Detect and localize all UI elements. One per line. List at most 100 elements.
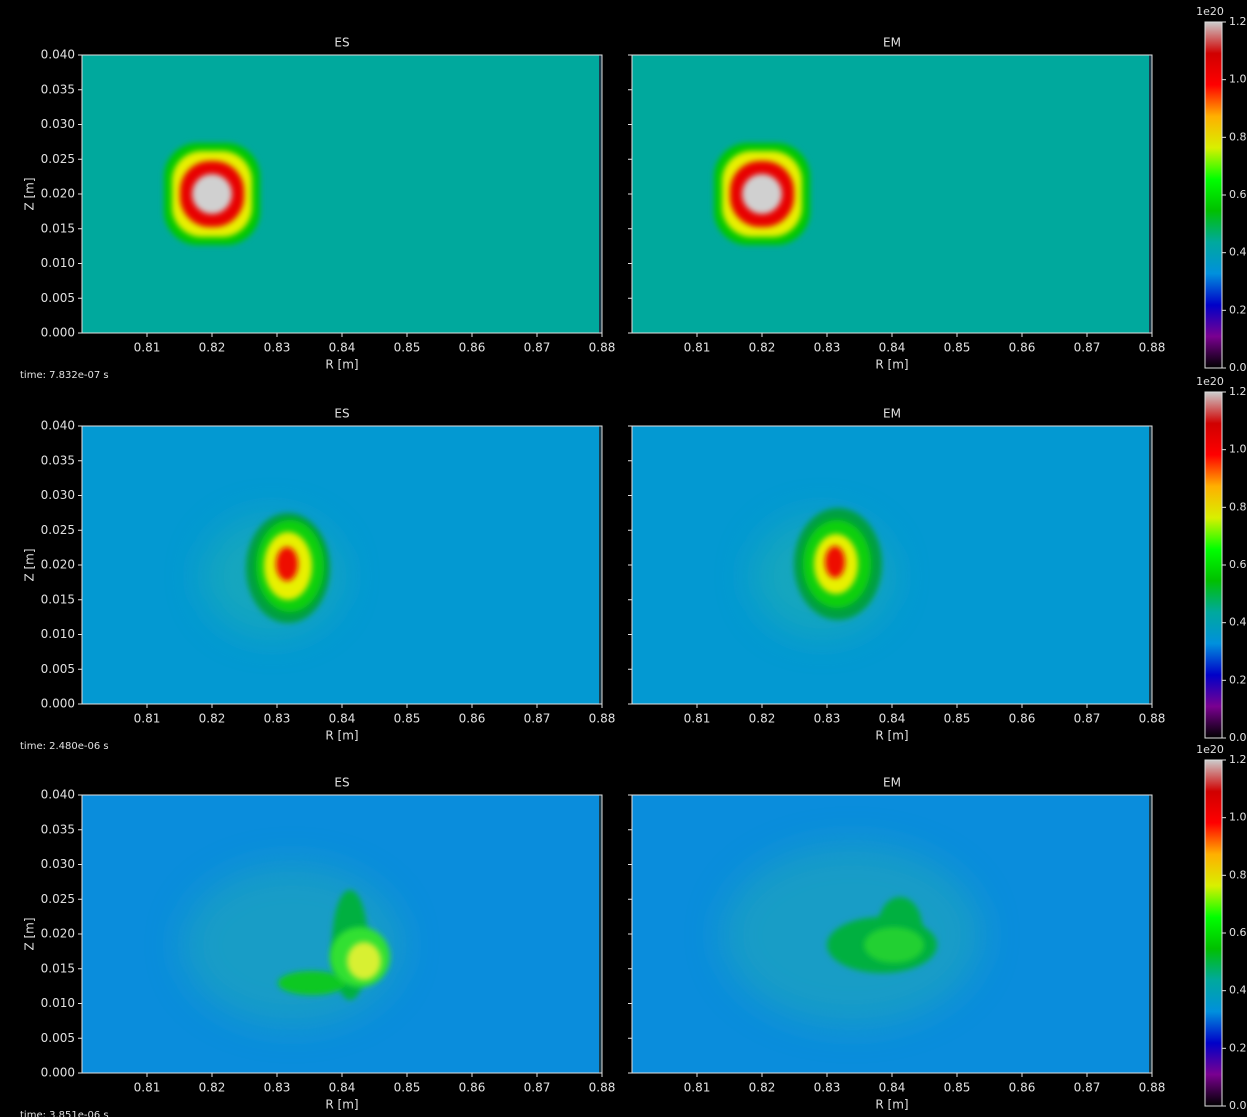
plume [202, 513, 342, 636]
x-tick-label: 0.85 [394, 712, 421, 726]
y-tick-label: 0.010 [41, 627, 75, 641]
panel-title: ES [334, 36, 349, 50]
x-tick-label: 0.87 [1074, 1081, 1101, 1095]
x-tick-label: 0.88 [1139, 341, 1166, 355]
panel-title: ES [334, 407, 349, 421]
plume-region [825, 546, 845, 578]
x-tick-label: 0.88 [589, 712, 616, 726]
y-axis-label: Z [m] [23, 177, 37, 210]
colorbar-tick-label: 0.8 [1229, 868, 1247, 881]
colorbar-tick-label: 1.0 [1229, 811, 1247, 824]
colorbar-tick-label: 0.6 [1229, 558, 1247, 571]
edge-stripe [1149, 426, 1152, 704]
heatmap-field [632, 426, 1152, 704]
x-tick-label: 0.86 [1009, 1081, 1036, 1095]
x-tick-label: 0.83 [264, 712, 291, 726]
y-tick-label: 0.000 [41, 1066, 75, 1080]
x-tick-label: 0.87 [524, 712, 551, 726]
colorbar-tick-label: 0.0 [1229, 1099, 1247, 1112]
colorbar [1204, 391, 1223, 739]
y-tick-label: 0.000 [41, 326, 75, 340]
x-tick-label: 0.84 [879, 1081, 906, 1095]
x-tick-label: 0.85 [944, 712, 971, 726]
y-tick-label: 0.010 [41, 256, 75, 270]
y-tick-label: 0.040 [41, 419, 75, 433]
heatmap-field [632, 55, 1152, 333]
x-axis-label: R [m] [875, 729, 908, 743]
y-tick-label: 0.015 [41, 592, 75, 606]
x-tick-label: 0.84 [329, 1081, 356, 1095]
x-tick-label: 0.85 [944, 341, 971, 355]
x-tick-label: 0.84 [879, 341, 906, 355]
x-tick-label: 0.88 [1139, 1081, 1166, 1095]
y-tick-label: 0.020 [41, 558, 75, 572]
colorbar [1204, 21, 1223, 369]
edge-stripe [1149, 55, 1152, 333]
panel-title: ES [334, 776, 349, 790]
plume [752, 508, 892, 636]
colorbar-tick-label: 1.2 [1229, 753, 1247, 766]
colorbar-tick-label: 0.4 [1229, 984, 1247, 997]
colorbar-tick-label: 0.0 [1229, 731, 1247, 744]
colorbar-tick-label: 0.8 [1229, 500, 1247, 513]
x-tick-label: 0.86 [1009, 712, 1036, 726]
x-tick-label: 0.84 [879, 712, 906, 726]
x-tick-label: 0.82 [749, 341, 776, 355]
colorbar-tick-label: 1.0 [1229, 443, 1247, 456]
x-tick-label: 0.81 [134, 712, 161, 726]
y-axis-label: Z [m] [23, 917, 37, 950]
colorbar-tick-label: 0.2 [1229, 303, 1247, 316]
heatmap-field [82, 55, 602, 333]
x-axis-label: R [m] [325, 729, 358, 743]
x-axis-label: R [m] [325, 358, 358, 372]
edge-stripe [599, 795, 602, 1073]
time-annotation: time: 7.832e-07 s [20, 370, 109, 381]
edge-stripe [599, 426, 602, 704]
x-tick-label: 0.86 [459, 712, 486, 726]
plume-region [864, 927, 924, 963]
x-tick-label: 0.84 [329, 341, 356, 355]
colorbar [1204, 759, 1223, 1107]
x-tick-label: 0.83 [814, 341, 841, 355]
colorbar-offset-label: 1e20 [1196, 743, 1224, 756]
x-tick-label: 0.83 [264, 341, 291, 355]
y-tick-label: 0.005 [41, 662, 75, 676]
y-tick-label: 0.020 [41, 187, 75, 201]
x-tick-label: 0.87 [1074, 341, 1101, 355]
x-tick-label: 0.85 [944, 1081, 971, 1095]
y-tick-label: 0.035 [41, 453, 75, 467]
y-tick-label: 0.040 [41, 788, 75, 802]
colorbar-tick-label: 0.6 [1229, 188, 1247, 201]
x-tick-label: 0.81 [134, 341, 161, 355]
plume-region [276, 547, 298, 581]
colorbar-tick-label: 0.4 [1229, 616, 1247, 629]
edge-stripe [1149, 795, 1152, 1073]
x-tick-label: 0.85 [394, 341, 421, 355]
time-annotation: time: 2.480e-06 s [20, 741, 109, 752]
x-axis-label: R [m] [875, 358, 908, 372]
y-tick-label: 0.015 [41, 221, 75, 235]
x-tick-label: 0.87 [524, 341, 551, 355]
x-tick-label: 0.82 [749, 1081, 776, 1095]
x-tick-label: 0.87 [1074, 712, 1101, 726]
plume-region [278, 971, 346, 995]
edge-stripe [599, 55, 602, 333]
y-tick-label: 0.010 [41, 996, 75, 1010]
colorbar-tick-label: 1.0 [1229, 73, 1247, 86]
x-tick-label: 0.88 [589, 341, 616, 355]
y-tick-label: 0.035 [41, 82, 75, 96]
x-tick-label: 0.86 [1009, 341, 1036, 355]
y-tick-label: 0.030 [41, 488, 75, 502]
x-tick-label: 0.81 [134, 1081, 161, 1095]
plume-core [742, 174, 782, 214]
x-tick-label: 0.88 [1139, 712, 1166, 726]
y-tick-label: 0.000 [41, 697, 75, 711]
plume [714, 143, 810, 245]
plume-region [347, 942, 381, 980]
panel-title: EM [883, 407, 901, 421]
colorbar-tick-label: 0.2 [1229, 1041, 1247, 1054]
colorbar-offset-label: 1e20 [1196, 375, 1224, 388]
colorbar-offset-label: 1e20 [1196, 5, 1224, 18]
